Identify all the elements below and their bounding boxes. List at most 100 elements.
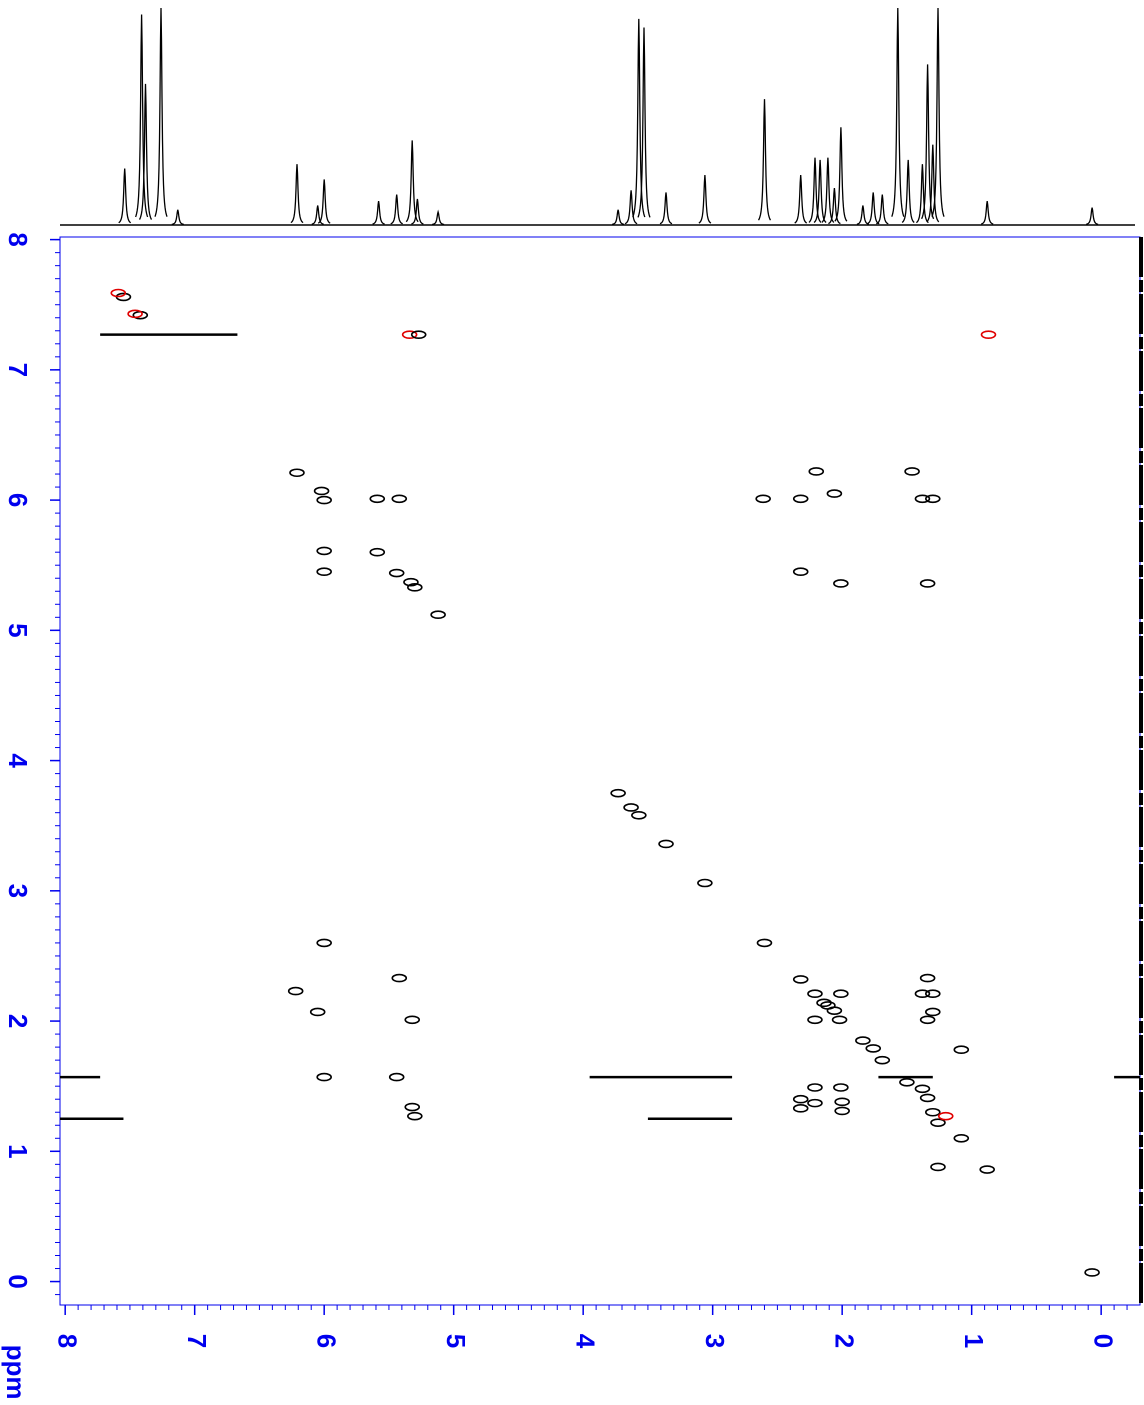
cross-peak xyxy=(610,788,626,798)
y-tick-label: 2 xyxy=(3,1014,33,1028)
y-tick-label: 6 xyxy=(3,493,33,507)
trace-peak xyxy=(834,127,848,222)
y-tick-label: 1 xyxy=(3,1144,33,1158)
cross-peak xyxy=(807,1098,823,1108)
cross-peak xyxy=(808,467,825,476)
cross-peak xyxy=(816,998,832,1008)
cross-peak xyxy=(697,878,713,888)
cross-peak xyxy=(792,567,809,577)
trace-peak xyxy=(891,7,905,217)
cross-peak xyxy=(807,989,823,999)
trace-peak xyxy=(926,144,940,223)
cross-peak xyxy=(914,494,931,504)
cross-peak xyxy=(831,1015,848,1025)
trace-peak xyxy=(866,192,880,225)
cross-peak xyxy=(792,975,809,984)
cross-peak xyxy=(792,1094,809,1104)
trace-peak xyxy=(405,140,419,223)
x-tick-label: 3 xyxy=(700,1334,730,1348)
cross-peak xyxy=(388,568,405,578)
trace-peak xyxy=(901,159,915,223)
trace-peak xyxy=(317,179,331,224)
trace-peak xyxy=(138,83,153,220)
x-tick-label: 6 xyxy=(311,1334,341,1348)
cross-peak xyxy=(953,1045,970,1055)
cross-peak xyxy=(287,986,304,996)
cross-peak xyxy=(919,973,936,983)
trace-peak xyxy=(637,27,651,218)
x-tick-label: 8 xyxy=(52,1334,82,1348)
cross-peak xyxy=(316,495,332,505)
trace-peak xyxy=(659,192,673,225)
cross-peak xyxy=(316,567,332,577)
cross-peak xyxy=(309,1007,326,1017)
cross-peak xyxy=(407,583,423,592)
cross-peak xyxy=(658,839,674,849)
cross-peak xyxy=(865,1044,882,1053)
cross-peak xyxy=(316,938,332,948)
trace-peak xyxy=(624,190,638,225)
cross-peak xyxy=(925,1107,941,1117)
trace-peak xyxy=(698,175,712,224)
x-tick-label: 5 xyxy=(441,1334,471,1348)
trace-peak xyxy=(757,99,772,221)
cross-peak xyxy=(388,1072,405,1082)
x-axis-label: ppm xyxy=(1,1345,31,1400)
trace-peak xyxy=(290,164,304,224)
trace-peak xyxy=(411,198,424,225)
trace-peak xyxy=(876,194,889,225)
trace-peak xyxy=(118,168,132,224)
cross-peak xyxy=(833,989,849,999)
y-tick-label: 3 xyxy=(3,884,33,898)
cross-peak xyxy=(391,973,408,983)
cross-peak xyxy=(631,810,647,820)
cross-peak xyxy=(110,288,127,298)
cross-peak xyxy=(826,1006,843,1015)
y-tick-label: 5 xyxy=(3,623,33,637)
cross-peak xyxy=(925,1007,941,1017)
cross-peak xyxy=(401,330,418,339)
cross-peak xyxy=(316,1072,332,1082)
cross-peak xyxy=(930,1162,946,1172)
trace-peak xyxy=(980,201,994,225)
cross-peak xyxy=(979,1165,995,1174)
cross-peak xyxy=(930,1118,946,1127)
x-tick-label: 0 xyxy=(1088,1334,1118,1348)
cross-peak xyxy=(937,1111,954,1121)
trace-peak xyxy=(390,194,403,225)
cross-peak xyxy=(316,546,332,556)
cross-peak xyxy=(313,486,330,496)
cross-peak xyxy=(404,1102,421,1112)
x-tick-label: 4 xyxy=(570,1334,600,1349)
cross-peak xyxy=(953,1133,970,1143)
cross-peak xyxy=(925,989,941,999)
cross-peak xyxy=(833,579,849,588)
trace-peak xyxy=(931,7,945,217)
trace-peak xyxy=(856,205,870,225)
cross-peak xyxy=(914,1084,931,1094)
trace-peak xyxy=(915,164,929,224)
x-tick-label: 7 xyxy=(182,1334,212,1348)
trace-peak xyxy=(1085,207,1099,225)
cross-peak xyxy=(855,1036,871,1045)
cross-peak xyxy=(834,1097,850,1107)
x-tick-label: 1 xyxy=(959,1334,989,1348)
cross-peak xyxy=(289,468,305,478)
cross-peak xyxy=(807,1083,823,1092)
cross-peak xyxy=(833,1083,849,1092)
trace-peak xyxy=(154,7,168,217)
cross-peak xyxy=(127,309,143,319)
cross-peak xyxy=(391,494,408,504)
trace-peak xyxy=(828,188,841,225)
cross-peak xyxy=(755,494,771,504)
trace-peak xyxy=(632,18,646,218)
trace-peak xyxy=(808,157,822,223)
trace-peak xyxy=(372,201,385,225)
cross-peak xyxy=(407,1111,423,1121)
trace-peak xyxy=(134,14,149,218)
trace-peak xyxy=(311,205,324,225)
cross-peak xyxy=(899,1077,915,1087)
cross-peak xyxy=(369,547,386,557)
cross-peak xyxy=(792,1104,809,1113)
cross-peak xyxy=(756,938,773,948)
